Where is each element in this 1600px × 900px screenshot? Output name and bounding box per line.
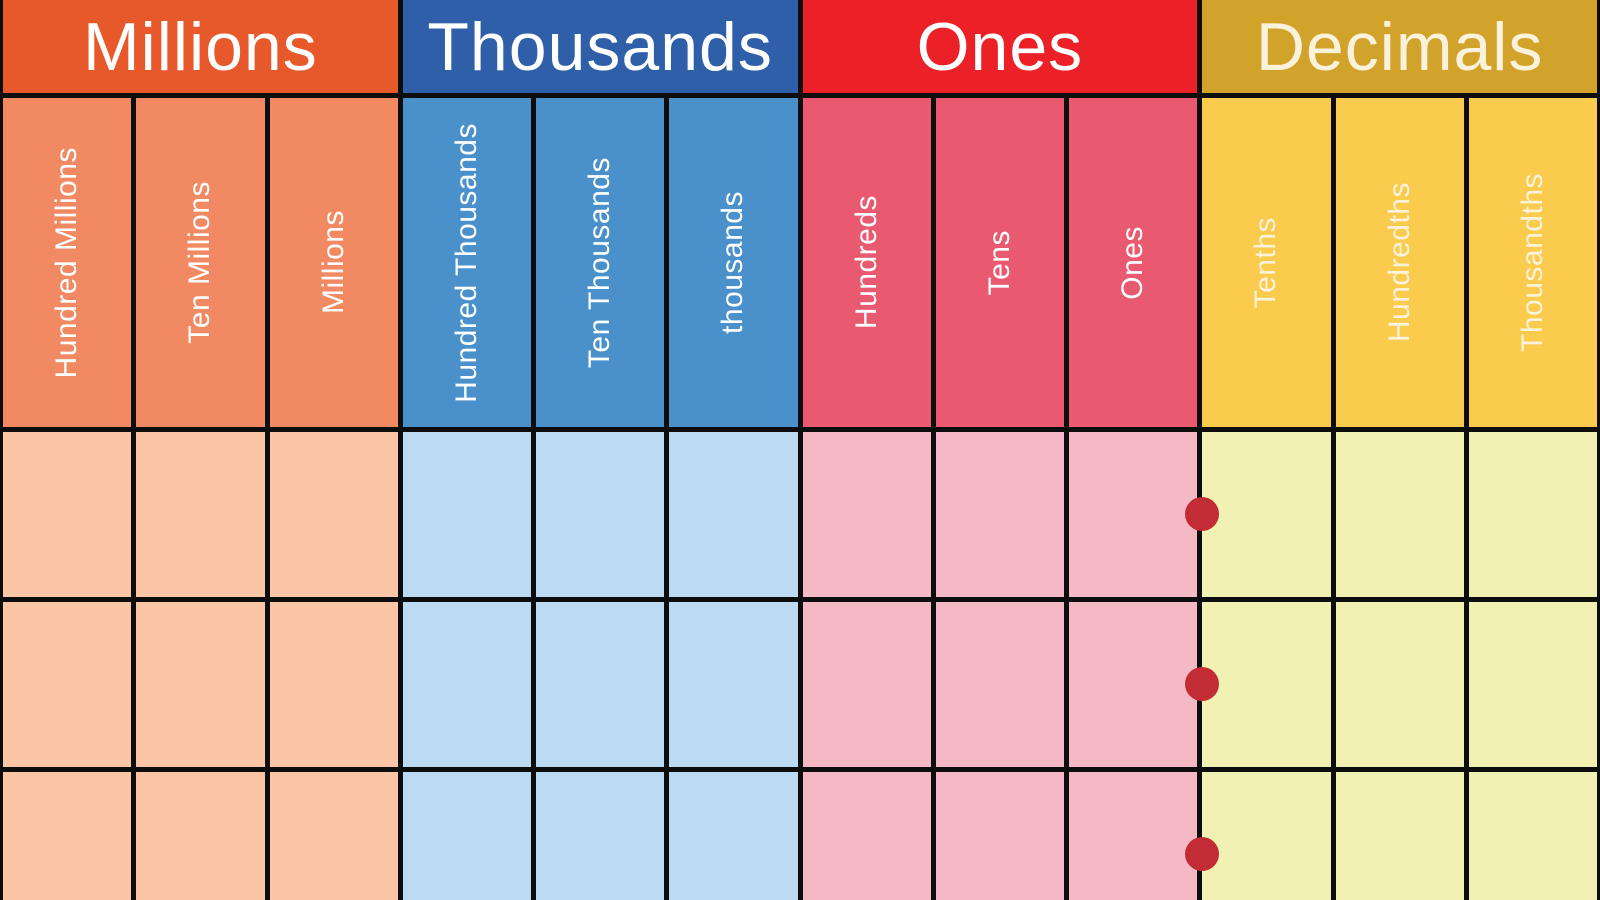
body-cell [669, 772, 798, 900]
group-header-thousands: Thousands [402, 0, 798, 93]
column-header-label: Tens [982, 229, 1016, 296]
group-header-millions: Millions [3, 0, 398, 93]
body-cell [935, 432, 1064, 597]
body-cell [1069, 602, 1198, 767]
column-header-hundred-millions: Hundred Millions [3, 98, 132, 427]
column-header-label: Hundredths [1382, 182, 1416, 343]
column-header-label: Ten Millions [183, 181, 217, 344]
body-cell [1335, 602, 1464, 767]
body-cell [536, 432, 665, 597]
body-cell [1335, 432, 1464, 597]
column-header-ten-thousands: Ten Thousands [536, 98, 665, 427]
body-cell [1468, 602, 1597, 767]
column-header-label: Hundred Millions [50, 146, 84, 379]
body-cell [269, 432, 398, 597]
body-cell [536, 772, 665, 900]
body-cell [1202, 432, 1331, 597]
column-header-thousands: thousands [669, 98, 798, 427]
body-cell [3, 602, 132, 767]
body-cell [1069, 772, 1198, 900]
column-header-label: thousands [716, 191, 750, 334]
body-cell [136, 772, 265, 900]
column-header-ones: Ones [1069, 98, 1198, 427]
column-header-label: Thousandths [1515, 173, 1549, 352]
body-cell [935, 602, 1064, 767]
body-cell [3, 772, 132, 900]
column-header-thousandths: Thousandths [1468, 98, 1597, 427]
column-header-label: Ones [1116, 225, 1150, 300]
column-header-hundreds: Hundreds [802, 98, 931, 427]
body-cell [3, 432, 132, 597]
decimal-point-dot [1185, 497, 1219, 531]
body-cell [802, 602, 931, 767]
body-cell [669, 432, 798, 597]
decimal-point-dot [1185, 667, 1219, 701]
column-header-hundredths: Hundredths [1335, 98, 1464, 427]
body-cell [402, 772, 531, 900]
decimal-point-dot [1185, 837, 1219, 871]
body-cell [935, 772, 1064, 900]
column-header-label: Hundreds [849, 195, 883, 330]
body-cell [402, 432, 531, 597]
body-cell [802, 432, 931, 597]
body-cell [536, 602, 665, 767]
body-cell [1202, 772, 1331, 900]
body-cell [1468, 772, 1597, 900]
body-cell [1202, 602, 1331, 767]
body-cell [1069, 432, 1198, 597]
column-header-label: Ten Thousands [583, 156, 617, 369]
column-header-label: Hundred Thousands [449, 122, 483, 403]
group-header-decimals: Decimals [1202, 0, 1597, 93]
column-header-label: Millions [316, 210, 350, 315]
group-header-ones: Ones [802, 0, 1198, 93]
body-cell [136, 432, 265, 597]
body-cell [136, 602, 265, 767]
column-header-hundred-thousands: Hundred Thousands [402, 98, 531, 427]
column-header-tenths: Tenths [1202, 98, 1331, 427]
column-header-tens: Tens [935, 98, 1064, 427]
column-header-millions: Millions [269, 98, 398, 427]
body-cell [802, 772, 931, 900]
column-header-ten-millions: Ten Millions [136, 98, 265, 427]
body-cell [269, 772, 398, 900]
column-header-label: Tenths [1249, 216, 1283, 309]
body-cell [269, 602, 398, 767]
body-cell [669, 602, 798, 767]
body-cell [1468, 432, 1597, 597]
body-cell [1335, 772, 1464, 900]
body-cell [402, 602, 531, 767]
